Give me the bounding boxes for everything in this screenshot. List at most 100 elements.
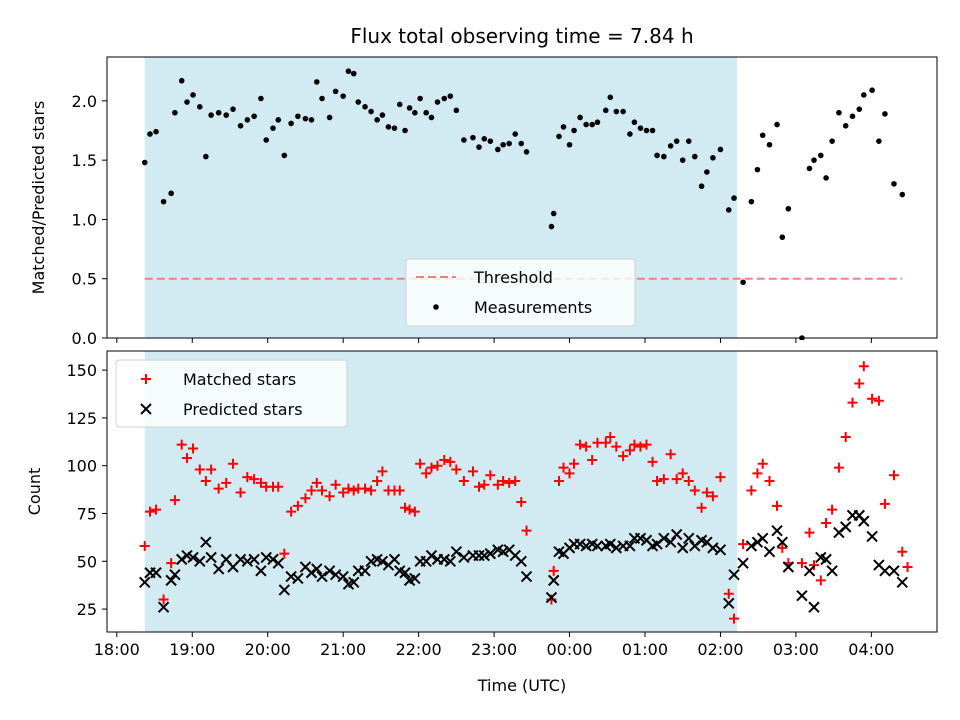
matched-stars-point (815, 575, 826, 586)
measurements-point (550, 210, 557, 217)
measurements-point (476, 144, 482, 150)
measurements-point (350, 70, 357, 77)
matched-stars-point (145, 506, 156, 517)
predicted-stars-point (272, 557, 284, 569)
measurements-point (506, 140, 512, 147)
chart-title: Flux total observing time = 7.84 h (350, 24, 693, 48)
predicted-stars-point (292, 572, 304, 585)
measurements-point (613, 108, 620, 115)
matched-stars-point (600, 437, 611, 448)
matched-stars-point (641, 439, 652, 450)
bottom-panel: 18:00 19:00 20:00 21:00 22:00 23:00 00:00 01:00… (25, 350, 938, 659)
x-tick-label: 22:00 (396, 640, 442, 659)
matched-stars-point (306, 485, 317, 496)
matched-stars-point (587, 454, 598, 465)
predicted-stars-point (677, 542, 689, 554)
measurements-point (594, 119, 601, 126)
measurements-point (725, 207, 732, 213)
measurements-point (461, 137, 467, 143)
measurements-point (319, 95, 325, 102)
measurements-point (251, 113, 257, 120)
measurements-point (379, 112, 386, 118)
matched-stars-point (867, 393, 878, 404)
measurements-point (785, 205, 792, 212)
measurements-point (263, 137, 270, 143)
predicted-stars-point (896, 576, 908, 589)
measurements-point (244, 117, 251, 123)
measurements-point (417, 95, 423, 102)
x-tick-label: 18:00 (94, 640, 140, 659)
predicted-stars-point (624, 540, 636, 552)
measurements-point (428, 114, 435, 121)
measurements-point (470, 134, 476, 141)
matched-stars-point (624, 445, 635, 456)
data-layer (139, 361, 913, 624)
y-tick-label: 25 (77, 600, 97, 619)
measurements-point (368, 108, 374, 115)
matched-stars-point (888, 470, 899, 481)
matched-stars-point (629, 439, 640, 450)
predicted-stars-point (248, 553, 260, 566)
x-tick-label: 23:00 (471, 640, 517, 659)
measurements-point (184, 99, 190, 105)
measurements-point (710, 154, 716, 161)
measurements-point (258, 95, 264, 102)
measurements-point (679, 157, 686, 163)
measurements-point (275, 117, 282, 123)
legend-matched-swatch (141, 374, 151, 384)
matched-stars-point (426, 462, 437, 473)
measurements-point (302, 115, 309, 122)
legend-threshold-label: Threshold (473, 268, 553, 287)
predicted-stars-point (515, 555, 527, 567)
matched-stars-point (671, 474, 682, 485)
predicted-stars-point (756, 532, 769, 545)
predicted-stars-point (714, 544, 727, 556)
measurements-point (434, 99, 441, 105)
predicted-stars-point (175, 553, 188, 566)
measurements-point (308, 117, 315, 123)
x-tick-label: 19:00 (169, 640, 215, 659)
measurements-point (362, 103, 368, 110)
predicted-stars-point (169, 568, 181, 581)
measurements-point (631, 119, 638, 126)
measurements-point (295, 113, 301, 120)
matched-stars-point (658, 474, 669, 485)
matched-stars-point (213, 483, 224, 494)
legend-box (405, 258, 636, 327)
matched-stars-point (683, 475, 694, 486)
matched-stars-point (151, 504, 162, 515)
matched-stars-point (689, 485, 700, 496)
predicted-stars-point (444, 555, 457, 567)
predicted-stars-point (782, 561, 795, 573)
predicted-stars-point (165, 574, 177, 587)
matched-stars-point (228, 458, 239, 469)
matched-stars-point (804, 527, 815, 538)
measurements-point (566, 141, 573, 148)
measurements-point (691, 153, 698, 160)
measurements-point (168, 190, 174, 197)
predicted-stars-point (520, 570, 533, 583)
matched-stars-point (366, 485, 377, 496)
predicted-stars-point (241, 555, 254, 567)
axes-frame (106, 56, 938, 339)
predicted-stars-point (234, 553, 247, 566)
y-tick-label: 150 (66, 361, 97, 380)
matched-stars-point (521, 525, 532, 536)
measurements-point (345, 68, 352, 75)
matched-stars-point (729, 613, 740, 624)
predicted-stars-point (826, 565, 838, 577)
measurements-point (759, 132, 766, 139)
measurements-point (823, 175, 829, 181)
measurements-point (332, 88, 339, 95)
y-tick-label: 1.0 (72, 210, 97, 229)
y-tick-label: 75 (77, 504, 97, 523)
matched-stars-point (873, 395, 884, 406)
matched-stars-point (647, 456, 658, 467)
predicted-stars-point (888, 565, 900, 577)
matched-stars-point (821, 518, 832, 529)
measurements-point (453, 107, 460, 114)
matched-stars-point (249, 474, 260, 485)
predicted-stars-point (683, 532, 695, 545)
predicted-stars-point (157, 601, 170, 613)
measurements-point (654, 152, 660, 159)
